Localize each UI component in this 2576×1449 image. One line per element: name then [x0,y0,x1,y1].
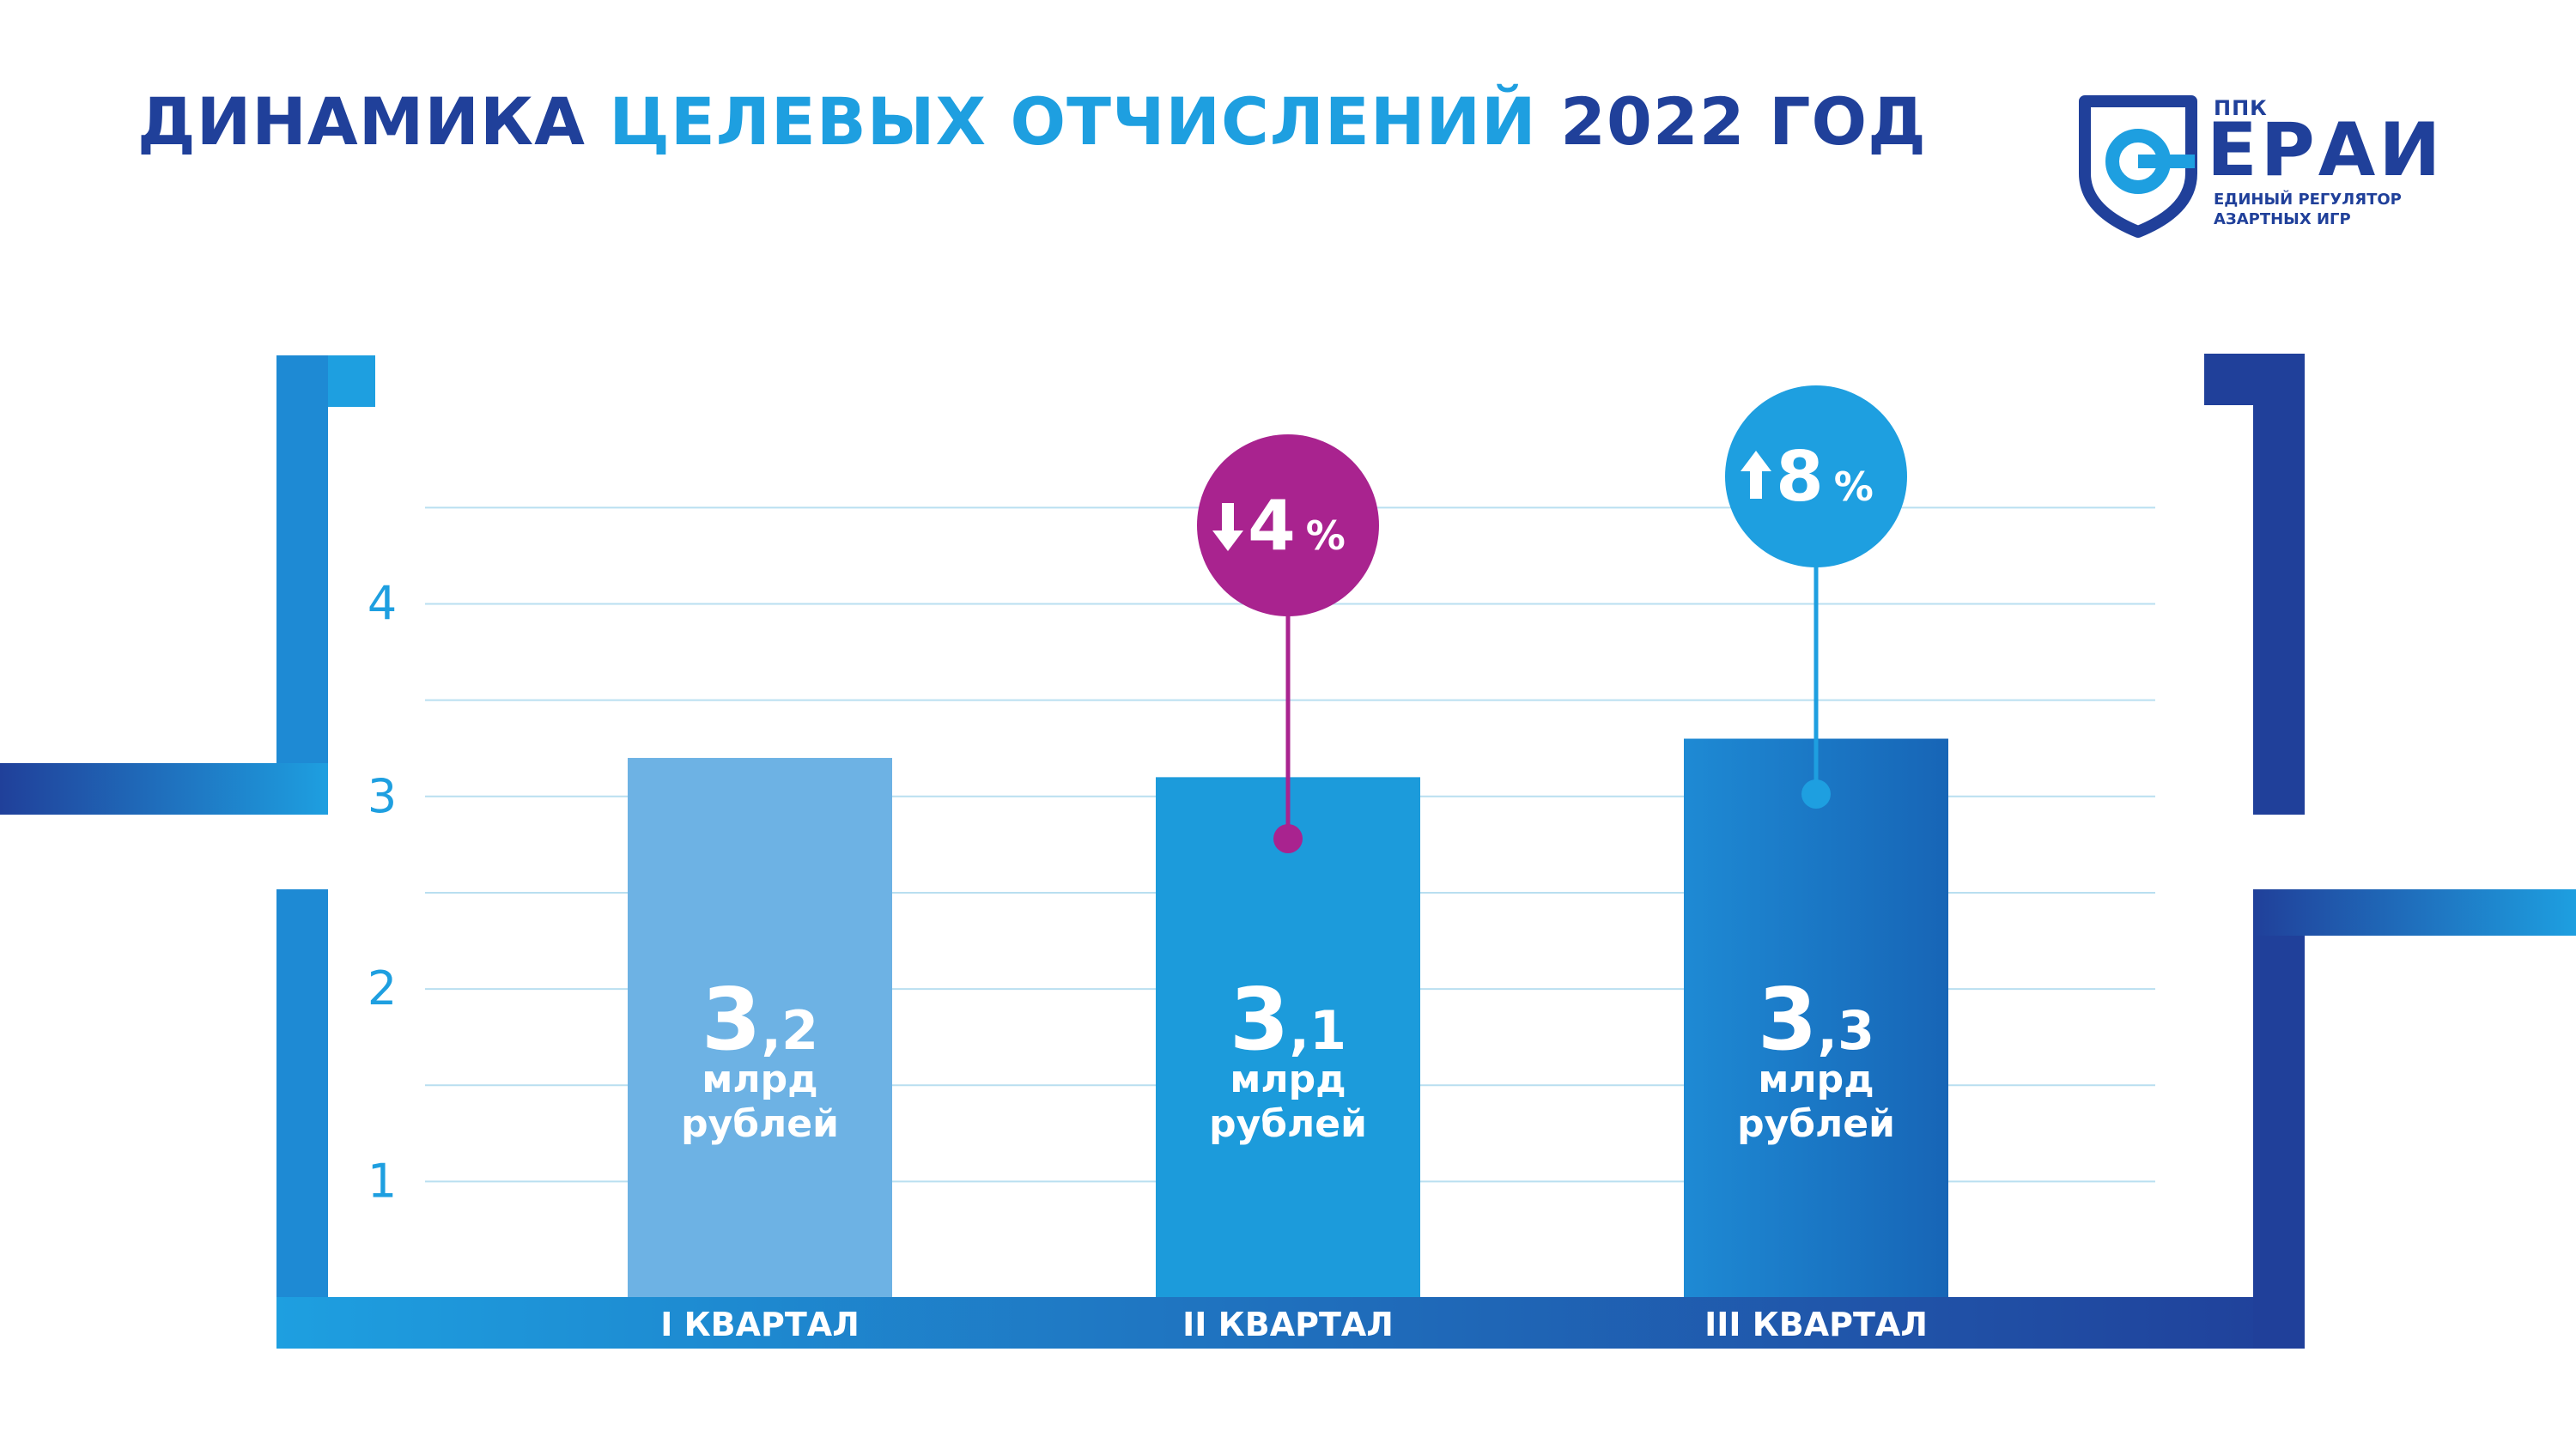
frame-left-connector [0,763,328,815]
annotation-unit: % [1834,464,1874,510]
bar-value-decimal: ,1 [1289,999,1346,1062]
frame [0,354,2576,1349]
change-annotations: 4 %8% [1197,385,1907,853]
frame-bottom [276,1297,2305,1349]
annotation-dot [1273,824,1303,853]
x-axis-label: I КВАРТАЛ [660,1306,860,1343]
logo: ППК ЕРАИ ЕДИНЫЙ РЕГУЛЯТОР АЗАРТНЫХ ИГР [2078,94,2440,240]
frame-right-connector [2253,889,2576,936]
bar-value-integer: 3 [1758,969,1818,1070]
annotation-badge [1197,434,1379,616]
title-part-2: ЦЕЛЕВЫХ ОТЧИСЛЕНИЙ [609,83,1537,160]
bar-value-integer: 3 [1230,969,1290,1070]
y-axis-ticks: 1 2 3 4 [368,577,397,1209]
y-tick-label: 4 [368,577,397,631]
frame-right-upper [2253,354,2305,815]
bar [628,757,892,1297]
y-tick-label: 3 [368,769,397,823]
x-axis-label: II КВАРТАЛ [1182,1306,1394,1343]
bars [628,738,1948,1297]
annotation-badge [1725,385,1907,567]
bar-value-decimal: ,3 [1817,999,1874,1062]
bar-value-label: 3,2 [702,969,818,1070]
title-part-1: ДИНАМИКА [137,83,586,160]
frame-right-lower [2253,889,2305,1349]
annotation-value: 8 [1776,437,1824,517]
logo-subtitle-line-1: ЕДИНЫЙ РЕГУЛЯТОР [2214,191,2402,209]
x-axis-label: III КВАРТАЛ [1704,1306,1928,1343]
frame-left-upper [276,355,328,815]
y-tick-label: 1 [368,1154,397,1208]
bar-unit-line-2: рублей [1737,1102,1895,1146]
change-annotation: 4% [1197,434,1379,853]
annotation-dot [1801,779,1831,809]
bar-unit-line-1: млрд [702,1058,817,1101]
logo-subtitle: ЕДИНЫЙ РЕГУЛЯТОР АЗАРТНЫХ ИГР [2214,191,2420,229]
bar-unit-line-1: млрд [1758,1058,1874,1101]
frame-left-lower [276,889,328,1349]
annotation-unit: % [1306,512,1346,559]
bar-unit-line-1: млрд [1230,1058,1346,1101]
logo-subtitle-line-2: АЗАРТНЫХ ИГР [2214,209,2351,228]
bar-value-integer: 3 [702,969,762,1070]
bar-unit-line-2: рублей [1209,1102,1367,1146]
bar-value-decimal: ,2 [761,999,818,1062]
bar-unit-line-2: рублей [681,1102,839,1146]
bar [1684,738,1948,1297]
bar-value-label: 3,3 [1758,969,1874,1070]
x-axis-labels: I КВАРТАЛ II КВАРТАЛ III КВАРТАЛ [660,1306,1928,1343]
change-annotation: 8% [1725,385,1907,809]
logo-small-text: ППК [2214,96,2268,120]
y-tick-label: 2 [368,961,397,1016]
title-part-3: 2022 ГОД [1560,83,1927,160]
annotation-text: 4% [1248,486,1346,566]
arrow-down-icon [1212,503,1243,551]
page-title: ДИНАМИКА ЦЕЛЕВЫХ ОТЧИСЛЕНИЙ 2022 ГОД [137,82,1927,161]
arrow-up-icon [1741,451,1771,499]
bar-value-label: 3,1 [1230,969,1346,1070]
annotation-text: 8% [1776,437,1874,517]
logo-big-text: ЕРАИ [2207,107,2445,193]
annotation-value: 4 [1248,486,1296,566]
shield-icon [2079,95,2197,238]
bar [1156,777,1420,1297]
